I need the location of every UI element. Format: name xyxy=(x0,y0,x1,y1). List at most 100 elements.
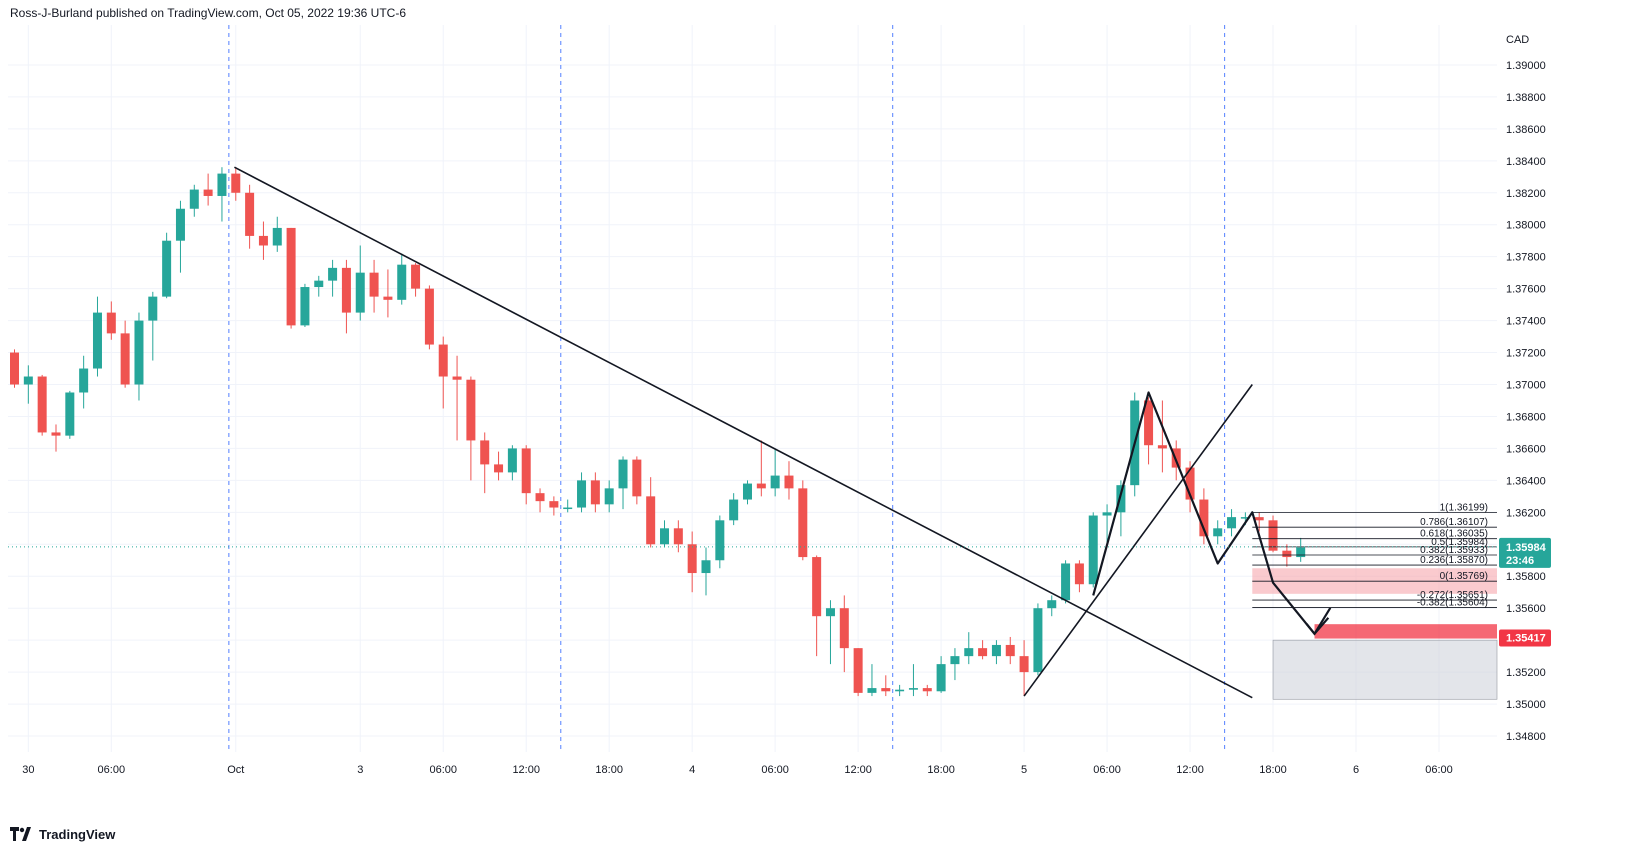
candle-body xyxy=(895,689,905,692)
candle-body xyxy=(673,528,683,545)
price-tick-label: 1.36800 xyxy=(1506,411,1546,423)
time-tick-label: 18:00 xyxy=(927,764,955,776)
candle-body xyxy=(922,688,932,692)
candle-body xyxy=(908,688,918,690)
candle-body xyxy=(1061,563,1071,601)
fib-level-label: 1(1.36199) xyxy=(1440,502,1488,513)
fib-level-label: 0(1.35769) xyxy=(1440,571,1488,582)
fib-level-label: 0.382(1.35933) xyxy=(1420,545,1488,556)
time-tick-label: 06:00 xyxy=(1425,764,1453,776)
time-tick-label: 12:00 xyxy=(844,764,872,776)
price-tick-label: 1.35000 xyxy=(1506,699,1546,711)
candle-body xyxy=(1157,445,1167,449)
candle-body xyxy=(328,267,338,281)
time-tick-label: 6 xyxy=(1353,764,1359,776)
time-tick-label: 30 xyxy=(22,764,34,776)
candle-body xyxy=(825,608,835,617)
candle-body xyxy=(618,459,628,489)
price-tick-label: 1.34800 xyxy=(1506,731,1546,743)
current-price-value: 1.35984 xyxy=(1506,542,1547,554)
time-tick-label: Oct xyxy=(227,764,244,776)
candle-body xyxy=(590,480,600,505)
candle-body xyxy=(839,608,849,649)
fib-level-label: -0.272(1.35651) xyxy=(1417,590,1488,601)
candle-body xyxy=(1185,467,1195,500)
time-axis: 30 06:00 Oct 3 06:00 12:00 18:00 4 06:00 12:00 18:… xyxy=(22,764,1453,776)
candle-body xyxy=(1033,608,1043,673)
time-tick-label: 18:00 xyxy=(1259,764,1287,776)
candle-body xyxy=(853,648,863,693)
candle-body xyxy=(784,475,794,489)
gray-zone xyxy=(1272,639,1498,700)
projection-path xyxy=(1092,391,1330,635)
price-tick-label: 1.37600 xyxy=(1506,284,1546,296)
candle-body xyxy=(175,208,185,241)
candle-body xyxy=(1102,512,1112,516)
candle-body xyxy=(79,368,89,393)
publisher-header: Ross-J-Burland published on TradingView.… xyxy=(10,6,406,20)
candle-body xyxy=(950,656,960,665)
candle-body xyxy=(687,544,697,574)
candle-body xyxy=(314,280,324,288)
candle-body xyxy=(1144,400,1154,446)
price-tick-label: 1.37000 xyxy=(1506,380,1546,392)
time-tick-label: 12:00 xyxy=(1176,764,1204,776)
candle-body xyxy=(646,496,656,545)
time-tick-label: 06:00 xyxy=(1093,764,1121,776)
candle-countdown: 23:46 xyxy=(1506,555,1534,567)
candle-body xyxy=(189,189,199,209)
price-tick-label: 1.38000 xyxy=(1506,220,1546,232)
tradingview-logo-icon xyxy=(10,827,31,841)
current-price-tag xyxy=(1499,537,1551,568)
trendline xyxy=(234,166,1253,699)
candle-body xyxy=(1116,485,1126,513)
price-tick-label: 1.39000 xyxy=(1506,60,1546,72)
candle-body xyxy=(480,440,490,465)
price-tick-label: 1.38200 xyxy=(1506,188,1546,200)
candle-body xyxy=(258,235,268,246)
fib-level-label: 0.618(1.36035) xyxy=(1420,529,1488,540)
candle-body xyxy=(604,488,614,505)
candle-body xyxy=(217,173,227,196)
candle-body xyxy=(411,264,421,289)
candle-body xyxy=(1268,520,1278,551)
candle-body xyxy=(355,272,365,313)
candle-body xyxy=(577,480,587,508)
candle-body xyxy=(1199,499,1209,537)
candle-body xyxy=(978,648,988,657)
candle-body xyxy=(770,475,780,489)
price-tick-label: 1.38600 xyxy=(1506,124,1546,136)
time-tick-label: 06:00 xyxy=(429,764,457,776)
time-tick-label: 3 xyxy=(357,764,363,776)
fib-level-label: 0.786(1.36107) xyxy=(1420,517,1488,528)
candle-body xyxy=(106,312,116,334)
price-tick-label: 1.38400 xyxy=(1506,156,1546,168)
candle-body xyxy=(1240,517,1250,519)
candle-body xyxy=(65,392,75,436)
candle-body xyxy=(341,267,351,313)
candle-body xyxy=(881,688,891,692)
zones xyxy=(1252,568,1498,700)
level-price-value: 1.35417 xyxy=(1506,632,1546,644)
tradingview-brand: TradingView xyxy=(10,826,115,842)
candle-body xyxy=(23,376,33,385)
candle-body xyxy=(134,320,144,385)
candle-body xyxy=(1074,563,1084,585)
candle-body xyxy=(272,227,282,246)
fib-level-label: -0.382(1.35604) xyxy=(1417,598,1488,609)
time-tick-label: 06:00 xyxy=(761,764,789,776)
price-tick-label: 1.35600 xyxy=(1506,603,1546,615)
session-breaks xyxy=(228,25,1226,752)
price-tick-label: 1.36600 xyxy=(1506,443,1546,455)
candle-body xyxy=(51,432,61,436)
candle-body xyxy=(300,287,310,326)
candle-body xyxy=(660,528,670,545)
level-price-tag xyxy=(1499,629,1551,647)
candle-body xyxy=(632,459,642,497)
price-tick-label: 1.36400 xyxy=(1506,475,1546,487)
price-tick-label: 1.38800 xyxy=(1506,92,1546,104)
price-tick-label: 1.35200 xyxy=(1506,667,1546,679)
time-tick-label: 06:00 xyxy=(98,764,126,776)
candle-body xyxy=(798,488,808,558)
